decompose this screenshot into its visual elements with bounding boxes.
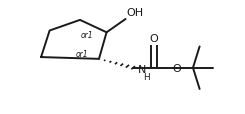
Text: O: O [172, 63, 181, 73]
Text: or1: or1 [81, 31, 94, 40]
Text: N: N [138, 65, 146, 75]
Text: H: H [144, 72, 150, 81]
Text: O: O [150, 34, 159, 44]
Text: or1: or1 [75, 49, 88, 58]
Text: OH: OH [126, 8, 144, 18]
